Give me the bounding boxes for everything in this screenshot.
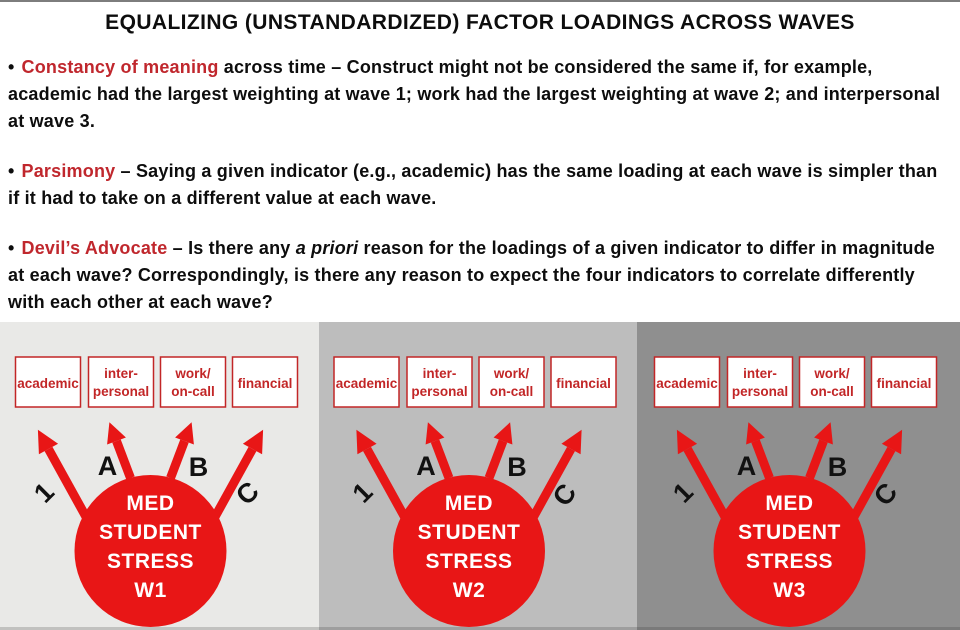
loading-arrow-work-on-call xyxy=(484,422,513,480)
loading-label-1: 1 xyxy=(347,477,379,509)
indicator-label: on-call xyxy=(171,384,215,399)
factor-circle-w3 xyxy=(713,475,866,627)
indicator-box-work-on-call xyxy=(478,356,545,408)
slide-text-area: EQUALIZING (UNSTANDARDIZED) FACTOR LOADI… xyxy=(0,2,960,322)
indicator-label: personal xyxy=(93,384,149,399)
indicator-box-work-on-call xyxy=(159,356,227,408)
svg-text:STUDENT: STUDENT xyxy=(418,521,521,544)
indicator-label: financial xyxy=(238,376,293,391)
factor-circle-w2 xyxy=(393,475,545,627)
indicator-label: work/ xyxy=(174,366,211,381)
indicator-label: inter- xyxy=(423,366,457,381)
indicator-boxes: academic inter- personal work/ on-call f… xyxy=(14,356,299,408)
indicator-label: academic xyxy=(336,376,398,391)
indicator-label: personal xyxy=(732,384,788,399)
indicator-box-academic xyxy=(333,356,400,408)
svg-text:MED: MED xyxy=(445,492,493,515)
svg-text:MED: MED xyxy=(126,492,174,515)
bullet-parsimony: • Parsimony – Saying a given indicator (e… xyxy=(8,158,952,212)
bullet-marker: • xyxy=(8,238,15,258)
svg-text:W2: W2 xyxy=(453,579,486,602)
bullet-italic: a priori xyxy=(295,238,359,258)
bullet-constancy-of-meaning: • Constancy of meaning across time – Cons… xyxy=(8,54,952,135)
indicator-label: academic xyxy=(656,376,718,391)
indicator-label: work/ xyxy=(493,366,530,381)
indicator-box-financial xyxy=(231,356,299,408)
indicator-label: personal xyxy=(411,384,467,399)
loading-arrow-interpersonal xyxy=(746,422,774,480)
indicator-box-financial xyxy=(870,356,938,408)
indicator-box-academic xyxy=(14,356,82,408)
loading-arrow-academic xyxy=(676,429,734,528)
bullet-text: across time – Construct might not be con… xyxy=(8,57,941,131)
svg-text:STUDENT: STUDENT xyxy=(99,521,202,544)
indicator-label: financial xyxy=(877,376,932,391)
loading-arrow-work-on-call xyxy=(805,422,833,480)
bullet-lead: – Is there any xyxy=(167,238,296,258)
factor-model-diagram-w3: academic inter- personal work/ on-call f… xyxy=(653,356,938,627)
indicator-label: financial xyxy=(556,376,611,391)
bullet-text: reason for the loadings of a given indic… xyxy=(8,238,935,312)
indicator-label: academic xyxy=(17,376,79,391)
svg-text:W1: W1 xyxy=(134,579,167,602)
loading-label-b: B xyxy=(507,452,527,482)
loading-label-a: A xyxy=(737,451,757,481)
svg-text:STRESS: STRESS xyxy=(107,550,194,573)
loading-arrow-financial xyxy=(525,429,582,528)
indicator-box-financial xyxy=(550,356,617,408)
bullet-term: Constancy of meaning xyxy=(21,57,219,77)
loading-arrow-financial xyxy=(845,429,903,528)
loading-arrow-interpersonal xyxy=(107,422,135,480)
loading-label-1: 1 xyxy=(28,477,60,509)
factor-circle-label: MED STUDENT STRESS W3 xyxy=(738,492,841,602)
factor-model-diagram-w2: academic inter- personal work/ on-call f… xyxy=(333,356,617,627)
indicator-box-interpersonal xyxy=(406,356,473,408)
indicator-boxes: academic inter- personal work/ on-call f… xyxy=(333,356,617,408)
loading-arrow-work-on-call xyxy=(166,422,194,480)
factor-circle-label: MED STUDENT STRESS W2 xyxy=(418,492,521,602)
svg-text:STRESS: STRESS xyxy=(746,550,833,573)
indicator-label: on-call xyxy=(810,384,854,399)
panel-wave-1: academic inter- personal work/ on-call f… xyxy=(0,322,319,630)
svg-text:MED: MED xyxy=(765,492,813,515)
slide-title: EQUALIZING (UNSTANDARDIZED) FACTOR LOADI… xyxy=(105,11,855,34)
bullet-term: Parsimony xyxy=(21,161,116,181)
bullet-devils-advocate: • Devil’s Advocate – Is there any a prior… xyxy=(8,235,952,316)
factor-circle-label: MED STUDENT STRESS W1 xyxy=(99,492,202,602)
loading-label-b: B xyxy=(828,452,848,482)
loading-arrow-academic xyxy=(37,429,95,528)
bullet-marker: • xyxy=(8,161,15,181)
loading-arrow-academic xyxy=(356,429,413,528)
loading-label-1: 1 xyxy=(667,477,699,509)
indicator-label: work/ xyxy=(813,366,850,381)
panel-wave-3: academic inter- personal work/ on-call f… xyxy=(637,322,960,630)
bullet-term: Devil’s Advocate xyxy=(21,238,168,258)
loading-arrow-interpersonal xyxy=(425,422,454,480)
loading-label-a: A xyxy=(416,451,436,481)
panel-wave-2: academic inter- personal work/ on-call f… xyxy=(319,322,637,630)
bullet-text: – Saying a given indicator (e.g., academ… xyxy=(8,161,938,208)
indicator-box-work-on-call xyxy=(798,356,866,408)
bullet-marker: • xyxy=(8,57,15,77)
factor-model-diagram-w1: academic inter- personal work/ on-call f… xyxy=(14,356,299,627)
loading-label-b: B xyxy=(189,452,209,482)
indicator-box-interpersonal xyxy=(87,356,155,408)
indicator-boxes: academic inter- personal work/ on-call f… xyxy=(653,356,938,408)
factor-circle-w1 xyxy=(74,475,227,627)
indicator-label: inter- xyxy=(104,366,138,381)
svg-text:STUDENT: STUDENT xyxy=(738,521,841,544)
loading-arrow-financial xyxy=(206,429,264,528)
indicator-box-interpersonal xyxy=(726,356,794,408)
svg-text:W3: W3 xyxy=(773,579,806,602)
indicator-label: on-call xyxy=(490,384,534,399)
indicator-box-academic xyxy=(653,356,721,408)
svg-text:STRESS: STRESS xyxy=(425,550,512,573)
indicator-label: inter- xyxy=(743,366,777,381)
loading-label-a: A xyxy=(98,451,118,481)
wave-panels: academic inter- personal work/ on-call f… xyxy=(0,322,960,630)
